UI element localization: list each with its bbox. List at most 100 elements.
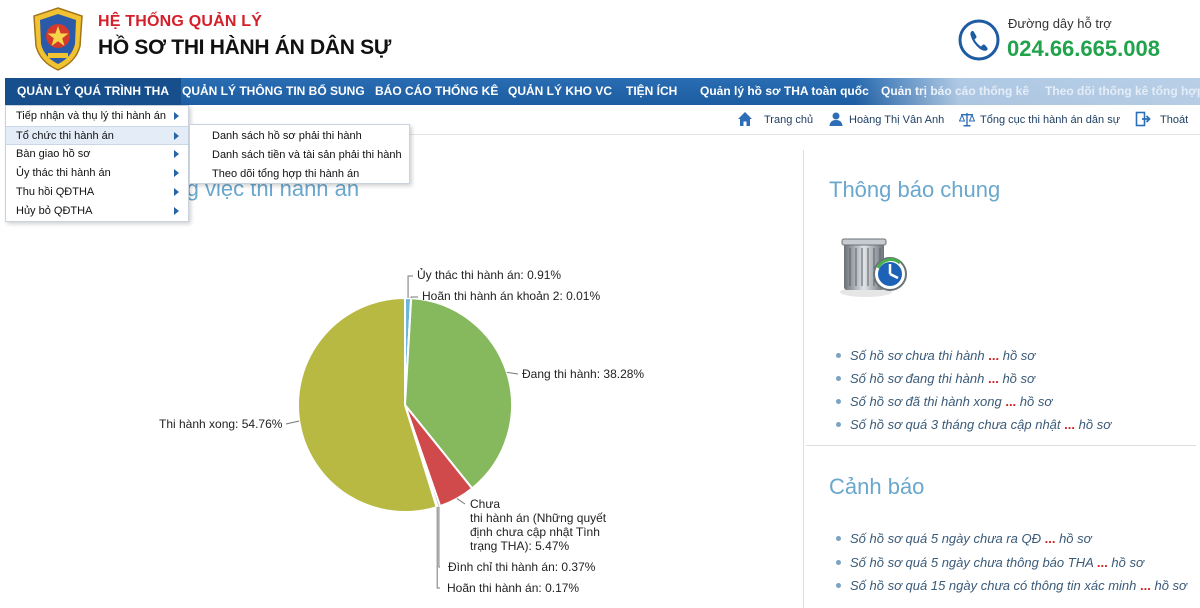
label-chua-4: trạng THA): 5.47% [470,539,569,553]
nav-tien-ich[interactable]: TIỆN ÍCH [626,84,678,98]
user-name[interactable]: Hoàng Thị Vân Anh [849,114,945,126]
arrow-right-icon [174,112,179,120]
label-hoan: Hoãn thi hành án: 0.17% [447,581,579,595]
pie-leader-line [285,420,300,425]
label-chua-3: định chưa cập nhật Tình [470,525,600,539]
nav-quan-tri-bao-cao[interactable]: Quản trị báo cáo thống kê [881,84,1030,98]
label-chua-1: Chưa [470,497,500,511]
bullet-dot-icon [836,399,841,405]
label-chua-2: thi hành án (Những quyết [470,511,607,525]
notice-suffix: hồ sơ [1078,417,1112,432]
menu-thu-hoi[interactable]: Thu hồi QĐTHA [6,183,188,202]
pie-leader-line [506,371,519,375]
submenu-theo-doi-tong-hop[interactable]: Theo dõi tổng hợp thi hành án [212,168,360,180]
main-navbar: QUẢN LÝ QUÁ TRÌNH THA QUẢN LÝ THÔNG TIN … [5,78,1200,105]
notice-item-da-thi-hanh-xong[interactable]: Số hồ sơ đã thi hành xong ... hồ sơ [836,394,1052,409]
pie-leader-line [410,296,418,299]
label-hoan-khoan-2: Hoãn thi hành án khoản 2: 0.01% [422,289,600,303]
warning-text: Số hồ sơ quá 15 ngày chưa có thông tin x… [850,578,1137,593]
warning-suffix: hồ sơ [1059,531,1092,546]
scales-icon [959,113,975,127]
menu-huy-bo[interactable]: Hủy bỏ QĐTHA [6,202,188,221]
bullet-dot-icon [836,560,841,566]
nav-quan-ly-thong-tin-bo-sung[interactable]: QUẢN LÝ THÔNG TIN BỔ SUNG [182,84,365,98]
bullet-dot-icon [836,353,841,359]
nav-quan-ly-qua-trinh-tha[interactable]: QUẢN LÝ QUÁ TRÌNH THA [5,78,181,105]
pie-leader-line [436,507,440,589]
home-link[interactable]: Trang chủ [764,114,814,126]
notice-text: Số hồ sơ đã thi hành xong [850,394,1002,409]
nav-bao-cao-thong-ke[interactable]: BÁO CÁO THỐNG KÊ [375,84,499,98]
notices-title: Thông báo chung [829,177,1001,202]
notice-text: Số hồ sơ quá 3 tháng chưa cập nhật [850,417,1061,432]
submenu-danh-sach-ho-so[interactable]: Danh sách hồ sơ phải thi hành [212,130,362,142]
arrow-right-icon [174,150,179,158]
notice-count: ... [988,348,1000,363]
hotline-label: Đường dây hỗ trợ [1008,16,1112,31]
label-dinh-chi: Đình chỉ thi hành án: 0.37% [448,560,596,574]
court-emblem-icon [33,7,83,71]
notice-item-dang-thi-hanh[interactable]: Số hồ sơ đang thi hành ... hồ sơ [836,371,1035,386]
label-dang-thi-hanh: Đang thi hành: 38.28% [522,367,644,381]
bullet-dot-icon [836,376,841,382]
menu-ban-giao-label: Bàn giao hồ sơ [16,148,91,160]
menu-ban-giao[interactable]: Bàn giao hồ sơ [6,145,188,164]
warning-item-chua-thong-bao[interactable]: Số hồ sơ quá 5 ngày chưa thông báo THA .… [836,555,1144,570]
nav-quan-ly-ho-so-toan-quoc[interactable]: Quản lý hồ sơ THA toàn quốc [700,84,869,98]
submenu-danh-sach-tien-tai-san[interactable]: Danh sách tiền và tài sản phải thi hành [212,149,402,161]
notice-item-chua-thi-hanh[interactable]: Số hồ sơ chưa thi hành ... hồ sơ [836,348,1035,363]
notice-suffix: hồ sơ [1002,348,1036,363]
pie-slice[interactable] [297,296,438,513]
warning-item-chua-xac-minh[interactable]: Số hồ sơ quá 15 ngày chưa có thông tin x… [836,578,1187,593]
warning-count: ... [1096,555,1108,570]
menu-to-chuc-label: Tổ chức thi hành án [16,130,114,142]
notice-count: ... [1064,417,1075,432]
warning-text: Số hồ sơ quá 5 ngày chưa ra QĐ [850,531,1041,546]
menu-to-chuc[interactable]: Tổ chức thi hành án [6,126,188,145]
notice-item-qua-3-thang[interactable]: Số hồ sơ quá 3 tháng chưa cập nhật ... h… [836,417,1111,432]
pie-slice[interactable] [403,297,513,490]
recycle-bin-clock-icon [840,238,907,297]
menu-tiep-nhan-label: Tiếp nhận và thụ lý thi hành án [16,110,167,122]
home-icon[interactable] [737,111,753,127]
system-title-line1: HỆ THỐNG QUẢN LÝ [98,13,263,30]
notice-count: ... [1005,394,1017,409]
pie-leader-line [407,275,413,299]
nav-quan-ly-kho-vc[interactable]: QUẢN LÝ KHO VC [508,84,613,98]
warning-text: Số hồ sơ quá 5 ngày chưa thông báo THA [850,555,1094,570]
phone-icon [958,19,1000,61]
panel-divider [803,150,804,608]
warning-item-chua-ra-qd[interactable]: Số hồ sơ quá 5 ngày chưa ra QĐ ... hồ sơ [836,531,1092,546]
bullet-dot-icon [836,536,841,542]
notice-text: Số hồ sơ đang thi hành [850,371,985,386]
system-title-line2: HỒ SƠ THI HÀNH ÁN DÂN SỰ [98,36,391,59]
header: HỆ THỐNG QUẢN LÝ HỒ SƠ THI HÀNH ÁN DÂN S… [0,0,1200,78]
warning-suffix: hồ sơ [1154,578,1187,593]
pie-leader-line [438,506,440,568]
menu-uy-thac[interactable]: Ủy thác thi hành án [6,164,188,183]
dropdown-menu: Tiếp nhận và thụ lý thi hành án Tổ chức … [5,105,189,222]
notice-count: ... [987,371,999,386]
arrow-right-icon [174,132,179,140]
label-thi-hanh-xong: Thi hành xong: 54.76% [159,417,283,431]
warning-count: ... [1044,531,1056,546]
notice-text: Số hồ sơ chưa thi hành [850,348,985,363]
menu-tiep-nhan[interactable]: Tiếp nhận và thụ lý thi hành án [6,107,188,126]
arrow-right-icon [174,207,179,215]
label-uy-thac: Ủy thác thi hành án: 0.91% [417,267,561,282]
section-divider [806,445,1196,446]
pie-chart: Ủy thác thi hành án: 0.91% Hoãn thi hành… [159,267,644,595]
bullet-dot-icon [836,583,841,589]
warnings-title: Cảnh báo [829,474,925,499]
arrow-right-icon [174,169,179,177]
logout-icon[interactable] [1135,111,1151,127]
logout-link[interactable]: Thoát [1160,114,1189,126]
nav-theo-doi-thong-ke[interactable]: Theo dõi thống kê tổng hợp [1045,84,1200,98]
submenu-to-chuc: Danh sách hồ sơ phải thi hành Danh sách … [189,124,410,184]
user-icon [829,112,843,126]
hotline-number: 024.66.665.008 [1007,36,1160,61]
menu-uy-thac-label: Ủy thác thi hành án [16,167,111,179]
warning-suffix: hồ sơ [1111,555,1144,570]
agency-link[interactable]: Tổng cục thi hành án dân sự [980,114,1121,126]
